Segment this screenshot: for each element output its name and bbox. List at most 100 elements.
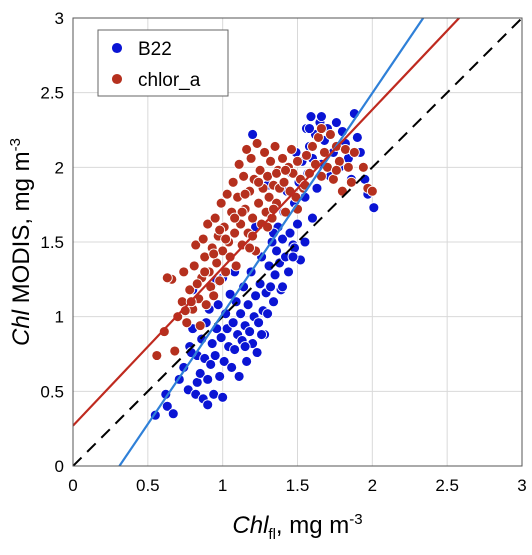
point-B22-124 xyxy=(277,281,288,293)
point-chlor_a-101 xyxy=(220,233,232,245)
point-B22-3 xyxy=(167,408,179,420)
tick-labels: 0 0.5 1 1.5 2 2.5 3 0 0.5 1 1.5 2 2.5 3 xyxy=(40,9,526,495)
point-chlor_a-97 xyxy=(161,272,173,284)
point-chlor_a-106 xyxy=(271,167,282,179)
x-tick-label-0: 0 xyxy=(68,476,77,495)
x-tick-label-5: 2.5 xyxy=(435,476,459,495)
point-B22-35 xyxy=(227,317,239,329)
point-chlor_a-91 xyxy=(342,161,354,173)
y-axis-title-superscript: -3 xyxy=(7,138,24,151)
point-chlor_a-1 xyxy=(158,326,170,338)
point-B22-107 xyxy=(368,202,380,214)
point-chlor_a-80 xyxy=(310,158,321,170)
point-B22-27 xyxy=(215,332,227,344)
point-chlor_a-79 xyxy=(307,140,318,152)
point-chlor_a-60 xyxy=(265,155,277,167)
point-chlor_a-103 xyxy=(244,242,256,254)
point-chlor_a-114 xyxy=(229,212,241,224)
point-B22-12 xyxy=(194,367,206,379)
point-chlor_a-24 xyxy=(211,257,223,269)
point-chlor_a-99 xyxy=(191,278,203,290)
point-B22-58 xyxy=(262,308,274,320)
y-axis-title-italic: Chl xyxy=(8,309,35,346)
point-chlor_a-107 xyxy=(286,143,297,155)
point-B22-123 xyxy=(287,251,299,263)
point-B22-113 xyxy=(307,212,318,224)
point-chlor_a-47 xyxy=(245,152,257,164)
point-chlor_a-104 xyxy=(253,176,265,188)
point-B22-25 xyxy=(212,299,224,311)
x-axis-title-subscript: fl xyxy=(268,526,276,543)
point-chlor_a-39 xyxy=(233,158,245,170)
point-B22-64 xyxy=(271,245,282,257)
point-B22-96 xyxy=(330,117,342,128)
point-B22-28 xyxy=(217,391,229,403)
point-chlor_a-102 xyxy=(236,206,248,218)
point-B22-103 xyxy=(351,132,363,143)
point-B22-120 xyxy=(247,129,259,140)
series-chlor_a xyxy=(151,123,378,361)
point-B22-34 xyxy=(226,361,238,373)
point-chlor_a-6 xyxy=(178,266,190,278)
point-chlor_a-15 xyxy=(197,233,209,245)
y-tick-label-3: 1.5 xyxy=(40,233,64,252)
point-chlor_a-48 xyxy=(247,212,259,224)
point-B22-29 xyxy=(218,356,230,367)
point-B22-39 xyxy=(233,370,245,382)
point-B22-78 xyxy=(292,218,303,230)
y-tick-label-2: 1 xyxy=(55,308,64,327)
point-B22-73 xyxy=(284,227,296,239)
x-tick-label-2: 1 xyxy=(218,476,227,495)
point-chlor_a-0 xyxy=(151,350,163,361)
x-axis-title-rest: , mg m xyxy=(276,512,349,539)
point-chlor_a-26 xyxy=(214,275,226,287)
point-chlor_a-8 xyxy=(184,284,196,296)
y-tick-label-1: 0.5 xyxy=(40,382,64,401)
regression-line-2 xyxy=(73,18,460,427)
legend-box xyxy=(97,29,229,97)
point-chlor_a-27 xyxy=(215,197,227,209)
point-B22-86 xyxy=(305,111,317,123)
x-tick-label-4: 2 xyxy=(368,476,377,495)
point-chlor_a-110 xyxy=(330,164,342,176)
point-B22-122 xyxy=(299,236,311,248)
point-chlor_a-81 xyxy=(313,132,324,143)
legend-items: B22 chlor_a xyxy=(111,39,201,91)
reference-lines xyxy=(73,18,522,466)
plot-frame xyxy=(72,17,523,467)
point-B22-44 xyxy=(241,356,253,367)
point-chlor_a-67 xyxy=(277,152,288,164)
point-B22-51 xyxy=(251,347,263,358)
point-B22-62 xyxy=(268,296,280,308)
legend-label-B22: B22 xyxy=(138,39,172,60)
legend: B22 chlor_a xyxy=(97,29,229,97)
legend-marker-chlor_a xyxy=(111,73,123,85)
point-B22-114 xyxy=(315,111,327,123)
point-B22-22 xyxy=(208,388,220,400)
point-B22-72 xyxy=(283,266,294,278)
point-B22-20 xyxy=(205,359,217,370)
point-chlor_a-119 xyxy=(280,164,291,176)
point-chlor_a-58 xyxy=(262,170,274,182)
point-B22-68 xyxy=(277,233,288,245)
point-chlor_a-92 xyxy=(345,176,357,188)
point-chlor_a-11 xyxy=(190,239,202,251)
point-chlor_a-94 xyxy=(357,161,369,173)
point-chlor_a-7 xyxy=(181,317,193,329)
point-chlor_a-93 xyxy=(348,146,360,158)
x-tick-label-6: 3 xyxy=(517,476,526,495)
point-chlor_a-63 xyxy=(269,140,281,152)
point-B22-21 xyxy=(206,338,218,349)
point-chlor_a-36 xyxy=(229,227,241,239)
point-chlor_a-59 xyxy=(263,191,275,203)
x-axis-title-italic: Chl xyxy=(232,512,269,539)
x-tick-label-1: 0.5 xyxy=(136,476,160,495)
point-chlor_a-53 xyxy=(254,164,266,176)
point-chlor_a-37 xyxy=(230,260,242,272)
point-chlor_a-33 xyxy=(224,251,236,263)
point-B22-60 xyxy=(265,281,277,293)
point-chlor_a-16 xyxy=(199,251,211,263)
point-chlor_a-68 xyxy=(278,176,290,188)
